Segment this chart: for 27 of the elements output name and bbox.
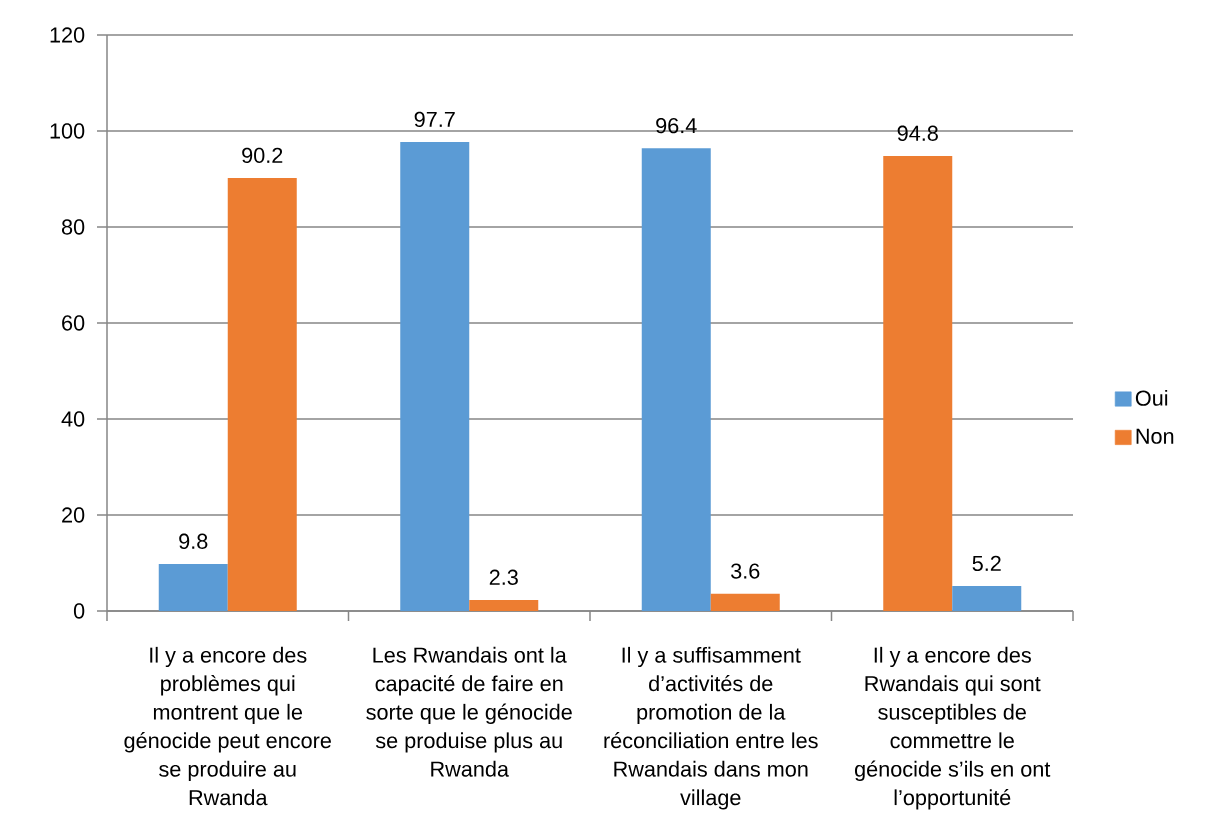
- bar: [400, 142, 470, 611]
- x-tick-label: Il y a suffisamment d’activités de promotion de la réconciliation entre les Rwandais dans mon village: [604, 646, 818, 810]
- data-label: 97.7: [414, 111, 455, 128]
- bar: [710, 593, 780, 611]
- y-tick-label: 120: [50, 27, 85, 43]
- data-label: 2.3: [489, 569, 518, 585]
- x-tick-label: Il y a encore des Rwandais qui sont susceptibles de commettre le génocide s’ils en ont l’opportunité: [855, 646, 1051, 810]
- y-tick-label: 20: [62, 507, 85, 523]
- x-tick-label: Il y a encore des problèmes qui montrent que le génocide peut encore se produire au Rwanda: [124, 646, 331, 806]
- bar: [469, 599, 539, 611]
- y-tick-label: 60: [62, 315, 85, 331]
- bar: [158, 563, 228, 611]
- data-label: 9.8: [179, 533, 208, 549]
- data-label: 96.4: [656, 117, 697, 134]
- legend-label: Oui: [1135, 389, 1168, 406]
- y-tick-label: 100: [50, 123, 85, 139]
- bar: [641, 148, 711, 611]
- y-tick-label: 80: [61, 219, 85, 235]
- data-label: 90.2: [242, 147, 283, 164]
- y-tick-label: 40: [61, 411, 85, 427]
- x-tick-label: Les Rwandais ont la capacité de faire en sorte que le génocide se produise plus au Rwanda: [366, 646, 572, 777]
- data-label: 94.8: [897, 125, 938, 141]
- bar: [227, 178, 297, 611]
- data-label: 3.6: [731, 563, 760, 579]
- y-tick-label: 0: [73, 603, 85, 619]
- legend-label: Non: [1136, 428, 1174, 444]
- data-label: 5.2: [972, 555, 1001, 572]
